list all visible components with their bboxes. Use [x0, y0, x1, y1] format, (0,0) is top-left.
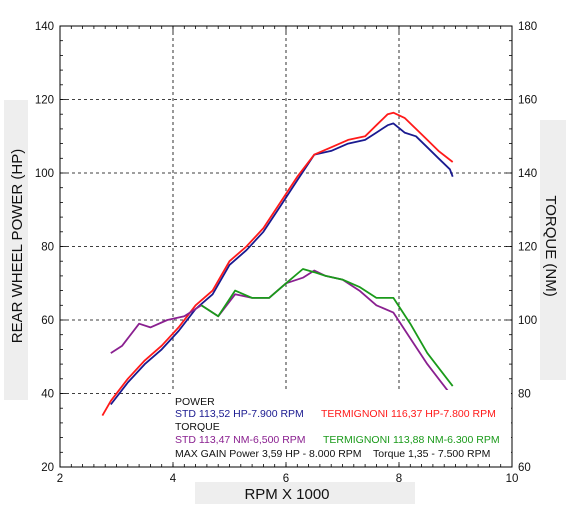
- y2-tick-label: 160: [518, 95, 537, 107]
- legend-power-std: STD 113,52 HP-7.900 RPM: [175, 408, 304, 420]
- legend-max-gain: MAX GAIN Power 3,59 HP - 8.000 RPM Torqu…: [175, 448, 490, 460]
- x-axis-title: RPM X 1000: [244, 486, 329, 503]
- y-axis-title: REAR WHEEL POWER (HP): [9, 149, 26, 343]
- legend-power-termi: TERMIGNONI 116,37 HP-7.800 RPM: [321, 408, 496, 420]
- series-group: [101, 111, 454, 417]
- y-tick-label: 80: [41, 242, 54, 254]
- y2-tick-label: 120: [518, 242, 537, 254]
- x-tick-label: 8: [396, 473, 402, 485]
- y-tick-label: 120: [35, 95, 54, 107]
- x-tick-label: 2: [57, 473, 63, 485]
- y2-tick-label: 180: [518, 21, 537, 33]
- x-tick-label: 6: [283, 473, 289, 485]
- y-title-panel: [4, 100, 28, 400]
- x-tick-label: 4: [170, 473, 177, 485]
- legend: POWER STD 113,52 HP-7.900 RPM TERMIGNONI…: [171, 390, 511, 462]
- y2-tick-label: 80: [518, 389, 531, 401]
- y2-axis-title: TORQUE (NM): [542, 195, 559, 296]
- series-line-termignoni-power: [101, 111, 454, 417]
- y-tick-label: 60: [41, 315, 54, 327]
- y-tick-label: 100: [35, 168, 54, 180]
- y-tick-label: 40: [41, 389, 54, 401]
- legend-box: [171, 390, 511, 462]
- x-title-panel: [195, 482, 415, 504]
- y2-title-panel: [540, 120, 566, 380]
- legend-torque-termi: TERMIGNONI 113,88 NM-6.300 RPM: [323, 434, 500, 446]
- y-tick-label: 20: [41, 462, 54, 474]
- tick-marks: [59, 25, 513, 468]
- y-tick-label: 140: [35, 21, 54, 33]
- legend-torque-header: TORQUE: [175, 421, 220, 433]
- tick-labels: 2 4 6 8 10 20 40 60 80 100 120 140 60 80 100 120 140 160 1…: [35, 21, 537, 485]
- x-tick-label: 10: [506, 473, 519, 485]
- legend-torque-std: STD 113,47 NM-6,500 RPM: [175, 434, 306, 446]
- y2-tick-label: 140: [518, 168, 537, 180]
- y2-tick-label: 100: [518, 315, 537, 327]
- legend-power-header: POWER: [175, 396, 215, 408]
- y2-tick-label: 60: [518, 462, 531, 474]
- series-line-termignoni-torque: [200, 268, 454, 387]
